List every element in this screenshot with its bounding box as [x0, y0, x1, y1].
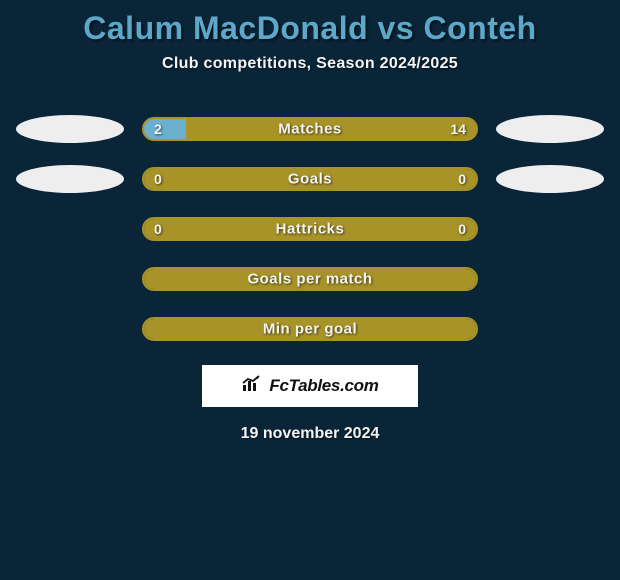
page-subtitle: Club competitions, Season 2024/2025 [0, 55, 620, 73]
stat-value-right: 0 [458, 171, 466, 187]
stat-value-right: 0 [458, 221, 466, 237]
stat-value-left: 0 [154, 171, 162, 187]
stat-bar: Matches 2 14 [142, 117, 478, 141]
stat-value-left: 2 [154, 121, 162, 137]
stat-row: Hattricks 0 0 [0, 215, 620, 243]
stat-label: Goals [288, 171, 332, 188]
stat-row: Min per goal [0, 315, 620, 343]
page-title: Calum MacDonald vs Conteh [0, 0, 620, 55]
club-logo-right [496, 115, 604, 143]
bar-segment-left [144, 119, 186, 139]
stat-value-left: 0 [154, 221, 162, 237]
stat-row: Matches 2 14 [0, 115, 620, 143]
stat-label: Goals per match [247, 271, 372, 288]
footer-date: 19 november 2024 [0, 425, 620, 443]
footer-badge: FcTables.com [202, 365, 418, 407]
club-logo-left [16, 115, 124, 143]
stat-bar: Goals 0 0 [142, 167, 478, 191]
stat-label: Matches [278, 121, 342, 138]
stat-value-right: 14 [450, 121, 466, 137]
stat-label: Min per goal [263, 321, 357, 338]
club-logo-right [496, 165, 604, 193]
stat-bar: Min per goal [142, 317, 478, 341]
chart-icon [241, 375, 263, 398]
stat-row: Goals 0 0 [0, 165, 620, 193]
stat-row: Goals per match [0, 265, 620, 293]
footer-brand-text: FcTables.com [269, 376, 378, 396]
stat-bar: Goals per match [142, 267, 478, 291]
comparison-rows: Matches 2 14 Goals 0 0 Hattricks 0 0 Goals per ma… [0, 115, 620, 343]
stat-bar: Hattricks 0 0 [142, 217, 478, 241]
stat-label: Hattricks [276, 221, 345, 238]
club-logo-left [16, 165, 124, 193]
